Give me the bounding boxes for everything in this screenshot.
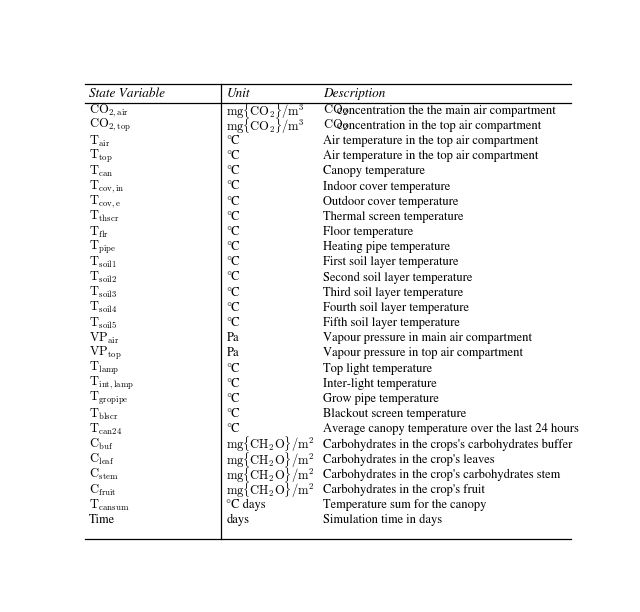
- Text: $\mathrm{mg\{CH_2O\}/m^2}$: $\mathrm{mg\{CH_2O\}/m^2}$: [227, 465, 314, 485]
- Text: $\mathrm{T}_{\mathrm{cov,e}}$: $\mathrm{T}_{\mathrm{cov,e}}$: [89, 193, 121, 210]
- Text: concentration in the top air compartment: concentration in the top air compartment: [337, 120, 541, 132]
- Text: $\mathrm{T}_{\mathrm{thscr}}$: $\mathrm{T}_{\mathrm{thscr}}$: [89, 209, 119, 225]
- Text: $\mathrm{T}_{\mathrm{int,lamp}}$: $\mathrm{T}_{\mathrm{int,lamp}}$: [89, 375, 134, 392]
- Text: $\mathrm{CO}_2$: $\mathrm{CO}_2$: [323, 118, 348, 133]
- Text: °C: °C: [227, 378, 240, 390]
- Text: $\mathrm{CO}_2$: $\mathrm{CO}_2$: [323, 103, 348, 118]
- Text: °C days: °C days: [227, 499, 266, 511]
- Text: °C: °C: [227, 181, 240, 192]
- Text: Floor temperature: Floor temperature: [323, 226, 413, 238]
- Text: Vapour pressure in main air compartment: Vapour pressure in main air compartment: [323, 332, 532, 345]
- Text: Third soil layer temperature: Third soil layer temperature: [323, 286, 463, 299]
- Text: $\mathrm{C}_{\mathrm{leaf}}$: $\mathrm{C}_{\mathrm{leaf}}$: [89, 452, 115, 467]
- Text: $\mathrm{VP}_{\mathrm{air}}$: $\mathrm{VP}_{\mathrm{air}}$: [89, 330, 119, 346]
- Text: $\mathrm{T}_{\mathrm{gropipe}}$: $\mathrm{T}_{\mathrm{gropipe}}$: [89, 390, 129, 408]
- Text: Carbohydrates in the crop's fruit: Carbohydrates in the crop's fruit: [323, 484, 485, 496]
- Text: Pa: Pa: [227, 332, 239, 344]
- Text: Time: Time: [89, 515, 115, 526]
- Text: Top light temperature: Top light temperature: [323, 363, 432, 375]
- Text: Carbohydrates in the crop's carbohydrates stem: Carbohydrates in the crop's carbohydrate…: [323, 469, 560, 481]
- Text: $\mathrm{T}_{\mathrm{soil3}}$: $\mathrm{T}_{\mathrm{soil3}}$: [89, 285, 117, 300]
- Text: Carbohydrates in the crops's carbohydrates buffer: Carbohydrates in the crops's carbohydrat…: [323, 438, 572, 450]
- Text: °C: °C: [227, 393, 240, 405]
- Text: Temperature sum for the canopy: Temperature sum for the canopy: [323, 499, 486, 511]
- Text: Carbohydrates in the crop's leaves: Carbohydrates in the crop's leaves: [323, 453, 495, 466]
- Text: °C: °C: [227, 408, 240, 420]
- Text: $\mathrm{mg\{CO_2\}/m^3}$: $\mathrm{mg\{CO_2\}/m^3}$: [227, 116, 305, 136]
- Text: $\mathrm{T}_{\mathrm{soil5}}$: $\mathrm{T}_{\mathrm{soil5}}$: [89, 316, 117, 330]
- Text: Air temperature in the top air compartment: Air temperature in the top air compartme…: [323, 150, 538, 162]
- Text: Air temperature in the top air compartment: Air temperature in the top air compartme…: [323, 135, 538, 147]
- Text: Average canopy temperature over the last 24 hours: Average canopy temperature over the last…: [323, 424, 579, 435]
- Text: $\mathrm{T}_{\mathrm{soil2}}$: $\mathrm{T}_{\mathrm{soil2}}$: [89, 270, 117, 285]
- Text: Fourth soil layer temperature: Fourth soil layer temperature: [323, 302, 469, 314]
- Text: Unit: Unit: [227, 88, 250, 100]
- Text: Indoor cover temperature: Indoor cover temperature: [323, 181, 451, 193]
- Text: °C: °C: [227, 135, 240, 147]
- Text: Second soil layer temperature: Second soil layer temperature: [323, 272, 472, 284]
- Text: $\mathrm{mg\{CH_2O\}/m^2}$: $\mathrm{mg\{CH_2O\}/m^2}$: [227, 450, 314, 469]
- Text: First soil layer temperature: First soil layer temperature: [323, 256, 458, 269]
- Text: $\mathrm{T}_{\mathrm{can24}}$: $\mathrm{T}_{\mathrm{can24}}$: [89, 422, 122, 437]
- Text: °C: °C: [227, 226, 240, 238]
- Text: $\mathrm{T}_{\mathrm{blscr}}$: $\mathrm{T}_{\mathrm{blscr}}$: [89, 406, 118, 422]
- Text: °C: °C: [227, 196, 240, 207]
- Text: $\mathrm{mg\{CH_2O\}/m^2}$: $\mathrm{mg\{CH_2O\}/m^2}$: [227, 480, 314, 500]
- Text: concentration the the main air compartment: concentration the the main air compartme…: [337, 105, 556, 117]
- Text: $\mathrm{C}_{\mathrm{buf}}$: $\mathrm{C}_{\mathrm{buf}}$: [89, 437, 113, 452]
- Text: °C: °C: [227, 256, 240, 268]
- Text: °C: °C: [227, 241, 240, 253]
- Text: $\mathrm{C}_{\mathrm{fruit}}$: $\mathrm{C}_{\mathrm{fruit}}$: [89, 482, 116, 498]
- Text: $\mathrm{mg\{CO_2\}/m^3}$: $\mathrm{mg\{CO_2\}/m^3}$: [227, 101, 305, 121]
- Text: °C: °C: [227, 287, 240, 299]
- Text: $\mathrm{T}_{\mathrm{cansum}}$: $\mathrm{T}_{\mathrm{cansum}}$: [89, 498, 129, 513]
- Text: $\mathrm{CO}_{2,\mathrm{air}}$: $\mathrm{CO}_{2,\mathrm{air}}$: [89, 102, 129, 119]
- Text: $\mathrm{T}_{\mathrm{flr}}$: $\mathrm{T}_{\mathrm{flr}}$: [89, 225, 109, 240]
- Text: $\mathrm{mg\{CH_2O\}/m^2}$: $\mathrm{mg\{CH_2O\}/m^2}$: [227, 435, 314, 454]
- Text: °C: °C: [227, 363, 240, 375]
- Text: Description: Description: [323, 88, 385, 100]
- Text: $\mathrm{CO}_{2,\mathrm{top}}$: $\mathrm{CO}_{2,\mathrm{top}}$: [89, 118, 131, 135]
- Text: Heating pipe temperature: Heating pipe temperature: [323, 241, 450, 253]
- Text: °C: °C: [227, 424, 240, 435]
- Text: Thermal screen temperature: Thermal screen temperature: [323, 211, 463, 223]
- Text: Pa: Pa: [227, 348, 239, 359]
- Text: $\mathrm{T}_{\mathrm{cov,in}}$: $\mathrm{T}_{\mathrm{cov,in}}$: [89, 178, 125, 195]
- Text: Simulation time in days: Simulation time in days: [323, 514, 442, 526]
- Text: $\mathrm{T}_{\mathrm{top}}$: $\mathrm{T}_{\mathrm{top}}$: [89, 147, 113, 165]
- Text: °C: °C: [227, 211, 240, 223]
- Text: °C: °C: [227, 165, 240, 177]
- Text: Grow pipe temperature: Grow pipe temperature: [323, 393, 439, 405]
- Text: $\mathrm{VP}_{\mathrm{top}}$: $\mathrm{VP}_{\mathrm{top}}$: [89, 345, 122, 362]
- Text: °C: °C: [227, 151, 240, 162]
- Text: Blackout screen temperature: Blackout screen temperature: [323, 408, 467, 420]
- Text: $\mathrm{T}_{\mathrm{pipe}}$: $\mathrm{T}_{\mathrm{pipe}}$: [89, 239, 116, 256]
- Text: °C: °C: [227, 317, 240, 329]
- Text: $\mathrm{T}_{\mathrm{soil4}}$: $\mathrm{T}_{\mathrm{soil4}}$: [89, 300, 117, 316]
- Text: $\mathrm{T}_{\mathrm{soil1}}$: $\mathrm{T}_{\mathrm{soil1}}$: [89, 255, 116, 270]
- Text: °C: °C: [227, 302, 240, 314]
- Text: Fifth soil layer temperature: Fifth soil layer temperature: [323, 317, 460, 329]
- Text: $\mathrm{C}_{\mathrm{stem}}$: $\mathrm{C}_{\mathrm{stem}}$: [89, 468, 118, 482]
- Text: Outdoor cover temperature: Outdoor cover temperature: [323, 196, 458, 208]
- Text: °C: °C: [227, 272, 240, 283]
- Text: State Variable: State Variable: [89, 88, 165, 100]
- Text: $\mathrm{T}_{\mathrm{air}}$: $\mathrm{T}_{\mathrm{air}}$: [89, 133, 111, 149]
- Text: Vapour pressure in top air compartment: Vapour pressure in top air compartment: [323, 348, 523, 359]
- Text: days: days: [227, 514, 250, 526]
- Text: Canopy temperature: Canopy temperature: [323, 165, 425, 177]
- Text: $\mathrm{T}_{\mathrm{can}}$: $\mathrm{T}_{\mathrm{can}}$: [89, 164, 113, 179]
- Text: $\mathrm{T}_{\mathrm{lamp}}$: $\mathrm{T}_{\mathrm{lamp}}$: [89, 360, 119, 377]
- Text: Inter-light temperature: Inter-light temperature: [323, 378, 436, 390]
